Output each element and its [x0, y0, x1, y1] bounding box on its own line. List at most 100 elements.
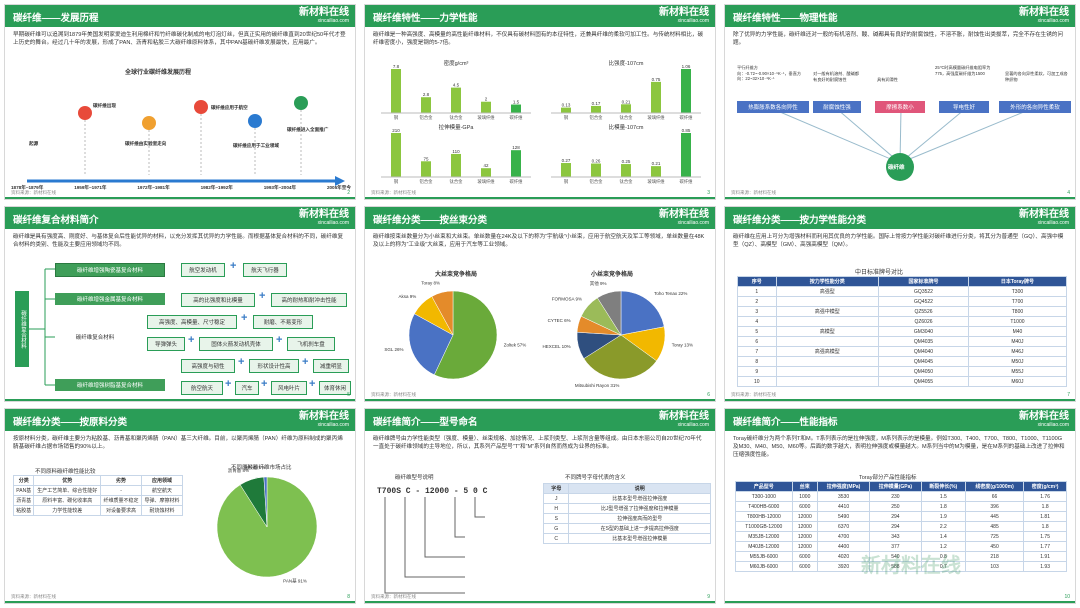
page-number: 8 [347, 594, 350, 600]
table-row: 10 QM4055 M60J [737, 376, 1068, 387]
slide-title: 碳纤维分类——按原料分类 [5, 409, 355, 431]
footer-bar [5, 197, 355, 199]
category-label: 钢 [394, 178, 398, 185]
table-cell: 485 [964, 521, 1025, 532]
category-label: 玻璃纤维 [477, 178, 495, 185]
table-cell: 12000 [791, 521, 819, 532]
table-cell: QZ6026 [878, 316, 969, 327]
table-cell: 1.75 [1023, 531, 1067, 542]
table-cell: 1.9 [920, 511, 966, 522]
slide-naming[interactable]: 碳纤维简介——型号命名 新材料在线 xincailiao.com 碳纤维牌号由力学… [364, 408, 716, 604]
bar-value: 110 [452, 149, 460, 154]
bar [511, 150, 521, 177]
brand-logo: 新材料在线 xincailiao.com [1019, 209, 1069, 227]
table-cell: M40J [967, 336, 1068, 347]
table-cell: 5 [737, 326, 777, 337]
app-box: 航天飞行器 [243, 263, 287, 277]
category-label: 玻璃纤维 [647, 178, 665, 185]
table-cell: 3530 [817, 491, 871, 502]
table-cell: 396 [964, 501, 1025, 512]
slide-title: 碳纤维——发展历程 [5, 5, 355, 27]
category-label: 铝合金 [590, 114, 604, 121]
bar [621, 104, 631, 113]
table-cell: 10 [737, 376, 777, 387]
bar-value: 0.25 [622, 159, 631, 164]
bar-value: 0.75 [652, 77, 661, 82]
plus-icon: + [241, 312, 248, 324]
table-title: 不同牌号字母代表的含义 [565, 475, 626, 481]
table-cell: 294 [869, 511, 922, 522]
bar-value: 2.8 [423, 92, 430, 97]
table-cell: 1.76 [1023, 491, 1067, 502]
property-box: 导电性好 [939, 101, 989, 113]
panel-title: 密度g/cm³ [444, 59, 469, 67]
table-cell: 230 [869, 491, 922, 502]
table-cell: 66 [964, 491, 1025, 502]
tow-pie-charts: Zoltek 57% SGL 26% Aksa 9% Toray 8% Toho Ten… [384, 280, 693, 388]
page-number: 4 [1067, 190, 1070, 196]
slide-intro: 按原材料分类，碳纤维主要分为粘胶基、沥青基和聚丙烯腈（PAN）基三大纤维。目前，… [13, 436, 343, 450]
timeline-title: 全球行业碳纤维发展历程 [125, 70, 192, 76]
property-box: 热膨胀系数各向异性 [737, 101, 809, 113]
brand-logo: 新材料在线 xincailiao.com [1019, 411, 1069, 429]
slide-mechanical[interactable]: 碳纤维特性——力学性能 新材料在线 xincailiao.com 碳纤维是一种高强… [364, 4, 716, 200]
table-row: H 比J型号增强了拉伸强度和拉伸模量 [542, 503, 711, 514]
table-cell: 1.81 [1023, 511, 1067, 522]
category-label: 碳纤维 [680, 178, 694, 185]
footer-source: 资料来源：新材料在线 [731, 190, 776, 195]
category-label: 碳纤维 [510, 114, 524, 121]
table-cell: 1.5 [920, 491, 966, 502]
col-header: 按力学性能分类 [775, 276, 880, 287]
table-cell: 1.77 [1023, 541, 1067, 552]
bar-value: 128 [512, 145, 520, 150]
slide-title: 碳纤维分类——按丝束分类 [365, 207, 715, 229]
slide-title: 碳纤维简介——型号命名 [365, 409, 715, 431]
brand-logo: 新材料在线 xincailiao.com [659, 209, 709, 227]
footer-bar [365, 601, 715, 603]
table-cell: 高强高模型 [775, 346, 880, 357]
footer-source: 资料来源：新材料在线 [371, 594, 416, 599]
slide-performance[interactable]: 碳纤维简介——性能指标 新材料在线 xincailiao.com Toray碳纤维… [724, 408, 1076, 604]
table-cell: 103 [964, 561, 1025, 572]
slide-history[interactable]: 碳纤维——发展历程 新材料在线 xincailiao.com 早期碳纤维可以追溯到… [4, 4, 356, 200]
period: 1878年~1879年 [11, 185, 44, 190]
bar-value: 0.13 [562, 103, 571, 108]
property-box: 摩擦系数小 [875, 101, 925, 113]
pie2-label: Mitsubishi Rayon 31% [575, 383, 620, 388]
slide-physical[interactable]: 碳纤维特性——物理性能 新材料在线 xincailiao.com 除了优异的力学性… [724, 4, 1076, 200]
slide-composites[interactable]: 碳纤维复合材料简介 新材料在线 xincailiao.com 碳纤维是具有强度高、… [4, 206, 356, 402]
pie2-label: Toray 13% [672, 342, 693, 347]
table-row: M60JB-6000 6000 3920 588 0.7 103 1.93 [735, 561, 1067, 572]
category-label: 钛合金 [620, 178, 634, 185]
slide-mechanical-classification[interactable]: 碳纤维分类——按力学性能分类 新材料在线 xincailiao.com 碳纤维在应… [724, 206, 1076, 402]
period: 1982年~1992年 [200, 185, 233, 190]
grade-table: 序号 按力学性能分类 国家标准牌号 日本Toray牌号 1 高强型 GQ3522 T3… [737, 276, 1068, 387]
table-title: 不同原料碳纤维性能比较 [35, 469, 96, 475]
period: 1959年~1971年 [74, 185, 107, 190]
bar-value: 0.21 [652, 161, 661, 166]
table-cell: 1 [737, 286, 777, 297]
table-cell: M40 [967, 326, 1068, 337]
period: 2005年至今 [326, 185, 351, 190]
table-cell: 4410 [817, 501, 871, 512]
footer-bar [365, 399, 715, 401]
footer-source: 资料来源：新材料在线 [11, 594, 56, 599]
pie-slice [597, 290, 622, 336]
raw-pie-label: 沥青基 8% [228, 467, 249, 474]
pie2-label: HEXCEL 10% [543, 344, 571, 349]
slide-tow-classification[interactable]: 碳纤维分类——按丝束分类 新材料在线 xincailiao.com 碳纤维按束丝数… [364, 206, 716, 402]
brand-logo: 新材料在线 xincailiao.com [299, 209, 349, 227]
footer-source: 资料来源：新材料在线 [371, 392, 416, 397]
category-label: 钢 [564, 178, 568, 185]
mechanical-bar-charts: 密度g/cm³ 7.8 钢 2.8 铝合金 4.5 钛合金 2 玻璃纤维 1.5 碳纤维 比强度-10… [381, 59, 701, 185]
slide-raw-material[interactable]: 碳纤维分类——按原料分类 新材料在线 xincailiao.com 按原材料分类，… [4, 408, 356, 604]
table-cell: 6000 [791, 561, 819, 572]
bar [561, 107, 571, 113]
page-number: 2 [347, 190, 350, 196]
table-cell: 5490 [817, 511, 871, 522]
table-cell: 粘胶基 [12, 505, 35, 516]
plus-icon: + [302, 356, 309, 368]
app-box: 导弹弹头 [147, 337, 185, 351]
bar-value: 7.8 [393, 64, 400, 69]
